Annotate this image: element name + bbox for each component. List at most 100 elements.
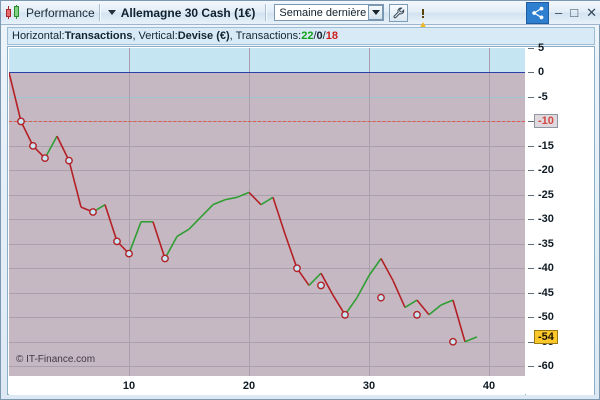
y-tick-mark [528,342,534,343]
y-tick-mark [528,293,534,294]
share-button[interactable] [526,1,549,24]
curve-segment [452,299,466,342]
trade-marker[interactable] [125,249,133,258]
curve-segment [404,299,418,309]
close-button[interactable]: ✕ [586,4,597,20]
y-tick-mark [528,146,534,147]
trade-marker[interactable] [341,310,349,319]
curve-segment [308,272,322,286]
grid-line-horizontal [9,268,525,269]
x-axis[interactable]: 10 20 30 40 [9,377,525,395]
curve-segment [164,236,178,259]
curve-segment [188,216,202,230]
y-axis-threshold-label: -10 [534,114,558,128]
y-tick-mark [528,121,534,122]
curve-segment [320,272,334,296]
trade-marker[interactable] [65,156,73,165]
curve-segment [176,228,190,238]
curve-segment [44,135,58,159]
transactions-losses: 18 [325,30,338,42]
vertical-prefix: , Vertical: [132,30,178,42]
trade-marker[interactable] [161,254,169,263]
grid-line-vertical [249,48,250,376]
vertical-value: Devise (€) [177,30,230,42]
chevron-down-icon[interactable] [368,5,384,20]
trade-marker[interactable] [413,310,421,319]
y-axis[interactable]: 50-5-10-15-20-25-30-35-40-45-50-55-60-54 [526,42,594,395]
curve-segment [380,258,394,281]
chart-info-bar: Horizontal: Transactions , Vertical: Dev… [7,27,595,45]
y-tick-mark [528,72,534,73]
period-select-value: Semaine dernière [279,6,367,19]
curve-segment [200,204,214,218]
y-axis-tick-label: -20 [538,164,554,176]
curve-segment [368,258,382,277]
zero-reference-line [9,72,525,73]
y-axis-tick-label: -45 [538,287,554,299]
curve-segment [428,304,442,316]
curve-segment [68,160,82,208]
trade-marker[interactable] [449,337,457,346]
grid-line-horizontal [9,317,525,318]
warning-icon[interactable] [415,5,432,36]
y-tick-mark [528,268,534,269]
y-tick-mark [528,219,534,220]
wrench-icon [393,7,404,18]
threshold-line [9,121,525,122]
trade-marker[interactable] [17,117,25,126]
y-axis-tick-label: -40 [538,262,554,274]
minimize-button[interactable]: – [555,4,563,20]
horizontal-value: Transactions [64,30,133,42]
y-tick-mark [528,48,534,49]
trade-marker[interactable] [41,154,49,163]
grid-line-vertical [129,48,130,376]
grid-line-horizontal [9,146,525,147]
grid-line-horizontal [9,366,525,367]
settings-button[interactable] [389,3,409,22]
curve-segment [128,221,142,254]
curve-segment [20,121,34,147]
transactions-sep-2: / [322,30,326,42]
instrument-selector[interactable]: Allemagne 30 Cash (1€) [104,1,262,25]
y-axis-tick-label: -5 [538,91,548,103]
trade-marker[interactable] [317,281,325,290]
y-tick-mark [528,317,534,318]
transactions-prefix: , Transactions: [229,30,302,42]
horizontal-prefix: Horizontal: [12,30,65,42]
trade-marker[interactable] [29,142,37,150]
y-tick-mark [528,366,534,367]
watermark: © IT-Finance.com [16,354,96,365]
trade-marker[interactable] [113,237,121,246]
toolbar: Performance Allemagne 30 Cash (1€) Semai… [1,1,600,36]
trade-marker[interactable] [293,264,301,273]
grid-line-vertical [489,48,490,376]
grid-line-horizontal [9,219,525,220]
curve-segment [260,196,274,206]
candlestick-icon [5,5,22,20]
trade-marker[interactable] [377,293,385,302]
curve-segment [9,72,22,122]
y-axis-tick-label: -60 [538,360,554,372]
grid-line-horizontal [9,244,525,245]
x-axis-tick-label: 40 [482,380,496,392]
y-axis-tick-label: -25 [538,189,554,201]
plot-area[interactable]: © IT-Finance.com [9,48,525,376]
curve-segment [152,221,166,259]
app-identity: Performance [1,1,95,25]
transactions-flat: 0 [316,30,323,42]
curve-segment [416,299,430,316]
trade-marker[interactable] [89,208,97,216]
chevron-down-icon [107,10,116,15]
instrument-label: Allemagne 30 Cash (1€) [120,5,256,20]
curve-segment [248,191,262,206]
chart-container: © IT-Finance.com 5 0 -5 -10 -15 -20 -25 -30 -35 -… [7,42,595,395]
maximize-button[interactable]: □ [570,4,579,20]
period-select[interactable]: Semaine dernière [274,4,385,21]
current-value-badge: -54 [534,330,558,344]
grid-line-horizontal [9,170,525,171]
y-axis-tick-label: 5 [538,42,545,54]
y-tick-mark [528,170,534,171]
curve-segment [272,197,286,235]
toolbar-separator-2 [265,4,267,21]
